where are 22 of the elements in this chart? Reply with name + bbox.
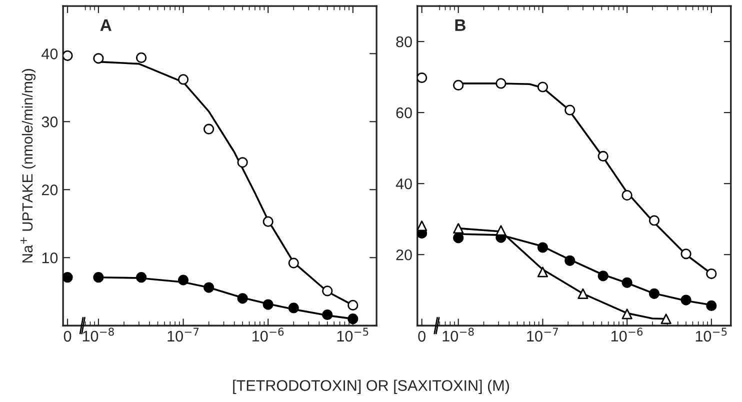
y-axis-title: Na$^{+}$ UPTAKE (nmole/min/mg) xyxy=(20,69,36,262)
x-tick-label: 10$^{−5}$ xyxy=(337,328,368,342)
y-tick-label: 20 xyxy=(42,184,58,196)
x-tick-label: 10$^{−5}$ xyxy=(696,328,727,342)
x-tick-label: 10$^{−8}$ xyxy=(82,328,114,342)
y-tick-label: 40 xyxy=(396,178,412,190)
x-tick-label: 0 xyxy=(64,330,72,342)
y-tick-label: 40 xyxy=(42,48,58,60)
y-tick-label: 10 xyxy=(42,252,58,264)
y-tick-label: 60 xyxy=(396,107,412,118)
x-tick-label: 10$^{−8}$ xyxy=(442,328,474,342)
y-tick-label: 20 xyxy=(396,249,412,260)
x-tick-label: 10$^{−6}$ xyxy=(612,328,643,342)
y-tick-label: 30 xyxy=(42,116,58,128)
annotation: B xyxy=(455,19,466,31)
x-tick-label: 10$^{−6}$ xyxy=(252,328,284,342)
x-tick-label: 10$^{−7}$ xyxy=(168,328,199,342)
annotation: A xyxy=(100,19,112,31)
x-tick-label: 10$^{−7}$ xyxy=(527,328,558,342)
x-tick-label: 0 xyxy=(418,330,426,342)
y-tick-label: 80 xyxy=(396,36,412,48)
x-axis-title: [TETRODOTOXIN] OR [SAXITOXIN] (M) xyxy=(233,380,509,394)
